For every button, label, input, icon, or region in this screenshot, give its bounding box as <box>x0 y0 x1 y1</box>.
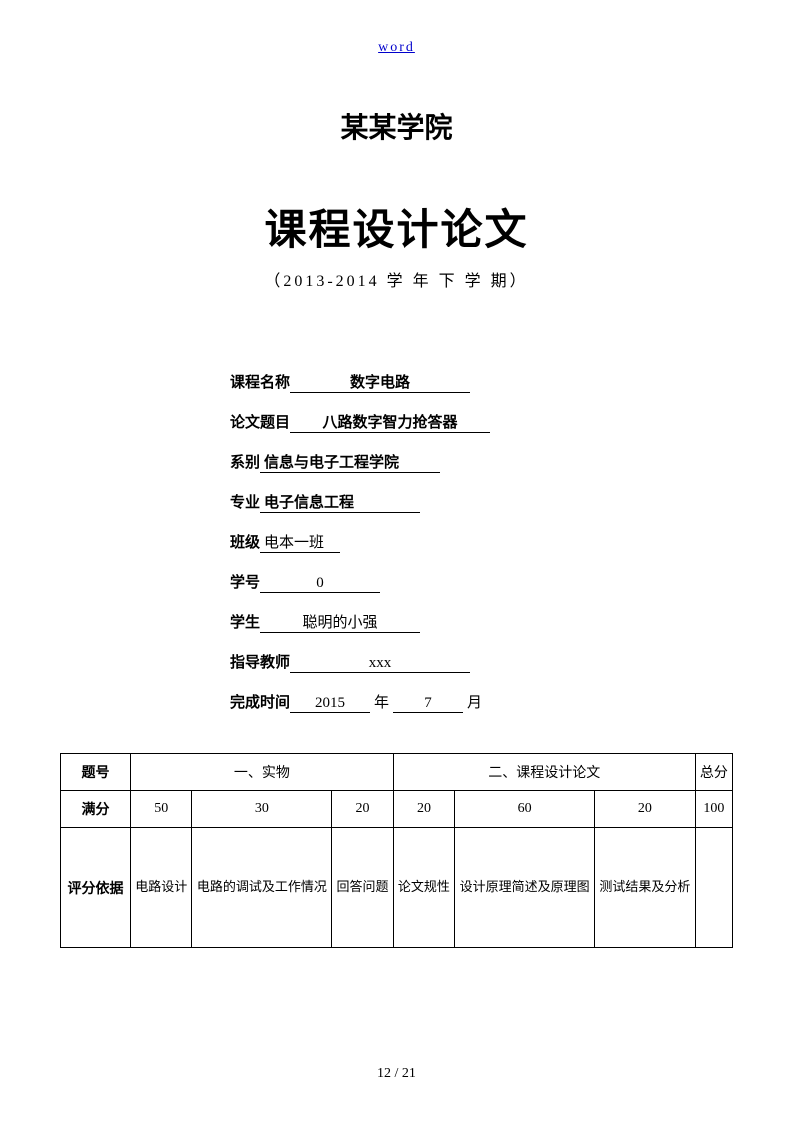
teacher-value: xxx <box>290 655 470 673</box>
main-title: 课程设计论文 <box>60 196 733 257</box>
topic-row: 论文题目 八路数字智力抢答器 <box>230 411 733 433</box>
class-row: 班级 电本一班 <box>230 531 733 553</box>
date-year: 2015 <box>290 695 370 713</box>
total-cell: 100 <box>695 791 732 828</box>
section2-header: 二、课程设计论文 <box>393 754 695 791</box>
institution-name: 某某学院 <box>60 106 733 146</box>
score-cell: 20 <box>393 791 454 828</box>
score-cell: 20 <box>595 791 696 828</box>
score-label: 满分 <box>61 791 131 828</box>
info-section: 课程名称 数字电路 论文题目 八路数字智力抢答器 系别 信息与电子工程学院 专业… <box>230 371 733 713</box>
criteria-cell: 电路设计 <box>131 828 192 948</box>
header-link[interactable]: word <box>60 40 733 56</box>
topic-value: 八路数字智力抢答器 <box>290 411 490 433</box>
criteria-text: 电路的调试及工作情况 <box>196 877 327 898</box>
year-unit: 年 <box>370 691 393 712</box>
criteria-label: 评分依据 <box>61 828 131 948</box>
major-row: 专业 电子信息工程 <box>230 491 733 513</box>
criteria-cell: 测试结果及分析 <box>595 828 696 948</box>
total-header: 总分 <box>695 754 732 791</box>
id-row: 学号 0 <box>230 571 733 593</box>
criteria-text: 测试结果及分析 <box>599 877 691 898</box>
criteria-cell: 设计原理简述及原理图 <box>455 828 595 948</box>
date-label: 完成时间 <box>230 691 290 712</box>
id-label: 学号 <box>230 571 260 592</box>
criteria-text: 电路设计 <box>135 877 187 898</box>
criteria-text: 回答问题 <box>336 877 388 898</box>
table-row: 满分 50 30 20 20 60 20 100 <box>61 791 733 828</box>
class-value: 电本一班 <box>260 531 340 553</box>
score-cell: 60 <box>455 791 595 828</box>
score-cell: 30 <box>192 791 332 828</box>
score-cell: 20 <box>332 791 393 828</box>
course-row: 课程名称 数字电路 <box>230 371 733 393</box>
total-empty <box>695 828 732 948</box>
dept-value: 信息与电子工程学院 <box>260 451 440 473</box>
score-table: 题号 一、实物 二、课程设计论文 总分 满分 50 30 20 20 60 20… <box>60 753 733 948</box>
student-row: 学生 聪明的小强 <box>230 611 733 633</box>
month-unit: 月 <box>463 691 486 712</box>
semester-text: （2013-2014 学 年 下 学 期） <box>60 267 733 291</box>
table-row: 评分依据 电路设计 电路的调试及工作情况 回答问题 论文规性 设计原理简述及原理… <box>61 828 733 948</box>
date-row: 完成时间 2015 年 7 月 <box>230 691 733 713</box>
criteria-cell: 电路的调试及工作情况 <box>192 828 332 948</box>
score-cell: 50 <box>131 791 192 828</box>
table-row: 题号 一、实物 二、课程设计论文 总分 <box>61 754 733 791</box>
dept-label: 系别 <box>230 451 260 472</box>
section1-header: 一、实物 <box>131 754 394 791</box>
id-value: 0 <box>260 575 380 593</box>
major-label: 专业 <box>230 491 260 512</box>
criteria-text: 设计原理简述及原理图 <box>459 877 590 898</box>
class-label: 班级 <box>230 531 260 552</box>
teacher-label: 指导教师 <box>230 651 290 672</box>
dept-row: 系别 信息与电子工程学院 <box>230 451 733 473</box>
topic-label: 论文题目 <box>230 411 290 432</box>
criteria-cell: 回答问题 <box>332 828 393 948</box>
major-value: 电子信息工程 <box>260 491 420 513</box>
criteria-cell: 论文规性 <box>393 828 454 948</box>
date-month: 7 <box>393 695 463 713</box>
student-label: 学生 <box>230 611 260 632</box>
teacher-row: 指导教师 xxx <box>230 651 733 673</box>
criteria-text: 论文规性 <box>398 877 450 898</box>
course-label: 课程名称 <box>230 371 290 392</box>
header-label: 题号 <box>61 754 131 791</box>
course-value: 数字电路 <box>290 371 470 393</box>
page-number: 12 / 21 <box>0 1066 793 1082</box>
student-value: 聪明的小强 <box>260 611 420 633</box>
